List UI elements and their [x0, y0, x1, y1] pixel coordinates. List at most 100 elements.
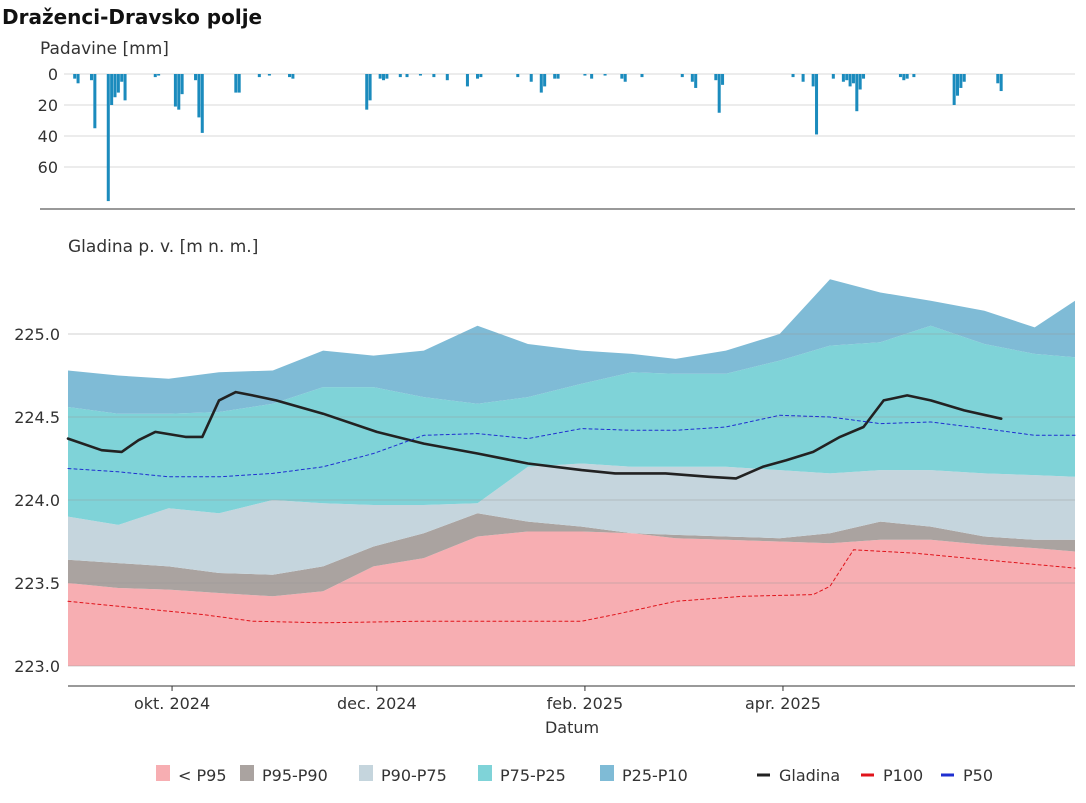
precip-bar [841, 74, 845, 82]
precip-bar [173, 74, 177, 107]
level-lines [66, 390, 1076, 624]
precip-bar [288, 74, 292, 78]
band-p25-p10 [68, 279, 1075, 414]
band-p95 [68, 531, 1075, 666]
precip-bar [194, 74, 198, 81]
precip-bar [620, 74, 624, 79]
precip-bar [113, 74, 117, 98]
precip-bar [902, 74, 906, 81]
legend-swatch-1 [240, 765, 254, 781]
level-ytick-label: 224.5 [14, 408, 60, 427]
precip-bar [516, 74, 520, 78]
precip-bar [73, 74, 77, 79]
precip-bar [680, 74, 684, 78]
band-p75-p25 [68, 325, 1075, 525]
precip-bar [556, 74, 560, 79]
x-axis-label: Datum [545, 718, 599, 737]
precip-bar [815, 74, 819, 135]
precip-bar [120, 74, 124, 82]
level-ytick-label: 223.5 [14, 574, 60, 593]
precip-yticks: 0 20 40 60 [38, 65, 58, 177]
precip-bar [848, 74, 852, 87]
precip-bar [257, 74, 261, 78]
precip-bar [116, 74, 120, 93]
x-tick-label: okt. 2024 [134, 694, 210, 713]
precip-bar [445, 74, 449, 81]
precip-bar [845, 74, 849, 81]
legend-swatch-2 [359, 765, 373, 781]
line-p100 [67, 549, 1076, 624]
precip-bar [912, 74, 916, 78]
precip-bar [956, 74, 960, 96]
legend-swatch-0 [156, 765, 170, 781]
precip-bars [73, 74, 1003, 202]
precip-bar [640, 74, 644, 78]
precip-bar [378, 74, 382, 79]
precip-bar [123, 74, 127, 101]
precip-bar [717, 74, 721, 113]
precip-bar [465, 74, 469, 87]
precip-bar [234, 74, 238, 93]
precip-bar [180, 74, 184, 95]
precip-bar [539, 74, 543, 93]
precip-bar [405, 74, 409, 78]
level-ytick-label: 224.0 [14, 491, 60, 510]
band-p95-p90 [68, 513, 1075, 597]
level-ytick-label: 223.0 [14, 657, 60, 676]
precip-bar [952, 74, 956, 105]
legend-label-3: P75-P25 [500, 766, 566, 785]
level-yticks: 223.0 223.5 224.0 224.5 225.0 [14, 325, 60, 676]
chart-title: Draženci-Dravsko polje [2, 5, 262, 29]
precip-axis-label: Padavine [mm] [40, 39, 169, 59]
precip-bar [623, 74, 627, 82]
precip-bar [368, 74, 372, 101]
precip-bar [418, 74, 422, 76]
line-p50 [67, 414, 1076, 478]
level-xticks: okt. 2024 dec. 2024 feb. 2025 apr. 2025 [134, 686, 821, 713]
legend-label-6: P100 [883, 766, 923, 785]
precip-bar [831, 74, 835, 79]
legend-swatch-3 [478, 765, 492, 781]
precip-bar [959, 74, 963, 88]
level-ytick-label: 225.0 [14, 325, 60, 344]
precip-bar [476, 74, 480, 79]
precip-bar [543, 74, 547, 87]
precip-bar [858, 74, 862, 90]
precip-grid [64, 73, 1075, 168]
precip-bar [996, 74, 1000, 84]
precip-bar [851, 74, 855, 84]
precip-bar [603, 74, 607, 76]
precip-bar [862, 74, 866, 79]
precip-bar [177, 74, 181, 110]
precip-ytick-label: 40 [38, 127, 58, 146]
precip-bar [93, 74, 97, 129]
x-tick-label: apr. 2025 [745, 694, 821, 713]
percentile-bands [68, 279, 1075, 666]
precip-ytick-label: 20 [38, 96, 58, 115]
precip-bar [962, 74, 966, 82]
precip-bar [801, 74, 805, 82]
precip-ytick-label: 0 [48, 65, 58, 84]
legend-label-4: P25-P10 [622, 766, 688, 785]
precip-bar [721, 74, 725, 85]
legend-label-7: P50 [963, 766, 993, 785]
precip-bar [694, 74, 698, 88]
precip-bar [583, 74, 587, 76]
precip-bar [690, 74, 694, 82]
precip-ytick-label: 60 [38, 158, 58, 177]
x-tick-label: dec. 2024 [337, 694, 417, 713]
precip-bar [905, 74, 909, 79]
precip-bar [76, 74, 80, 84]
level-axis-label: Gladina p. v. [m n. m.] [68, 237, 258, 257]
precip-bar [432, 74, 436, 78]
precip-bar [529, 74, 533, 82]
precip-bar [153, 74, 157, 78]
precip-bar [999, 74, 1003, 92]
level-grid [68, 333, 1075, 667]
band-p90-p75 [68, 463, 1075, 575]
line-gladina [66, 390, 1003, 480]
precip-bar [714, 74, 718, 81]
legend: < P95 P95-P90 P90-P75 P75-P25 P25-P10 Gladina… [156, 765, 993, 785]
